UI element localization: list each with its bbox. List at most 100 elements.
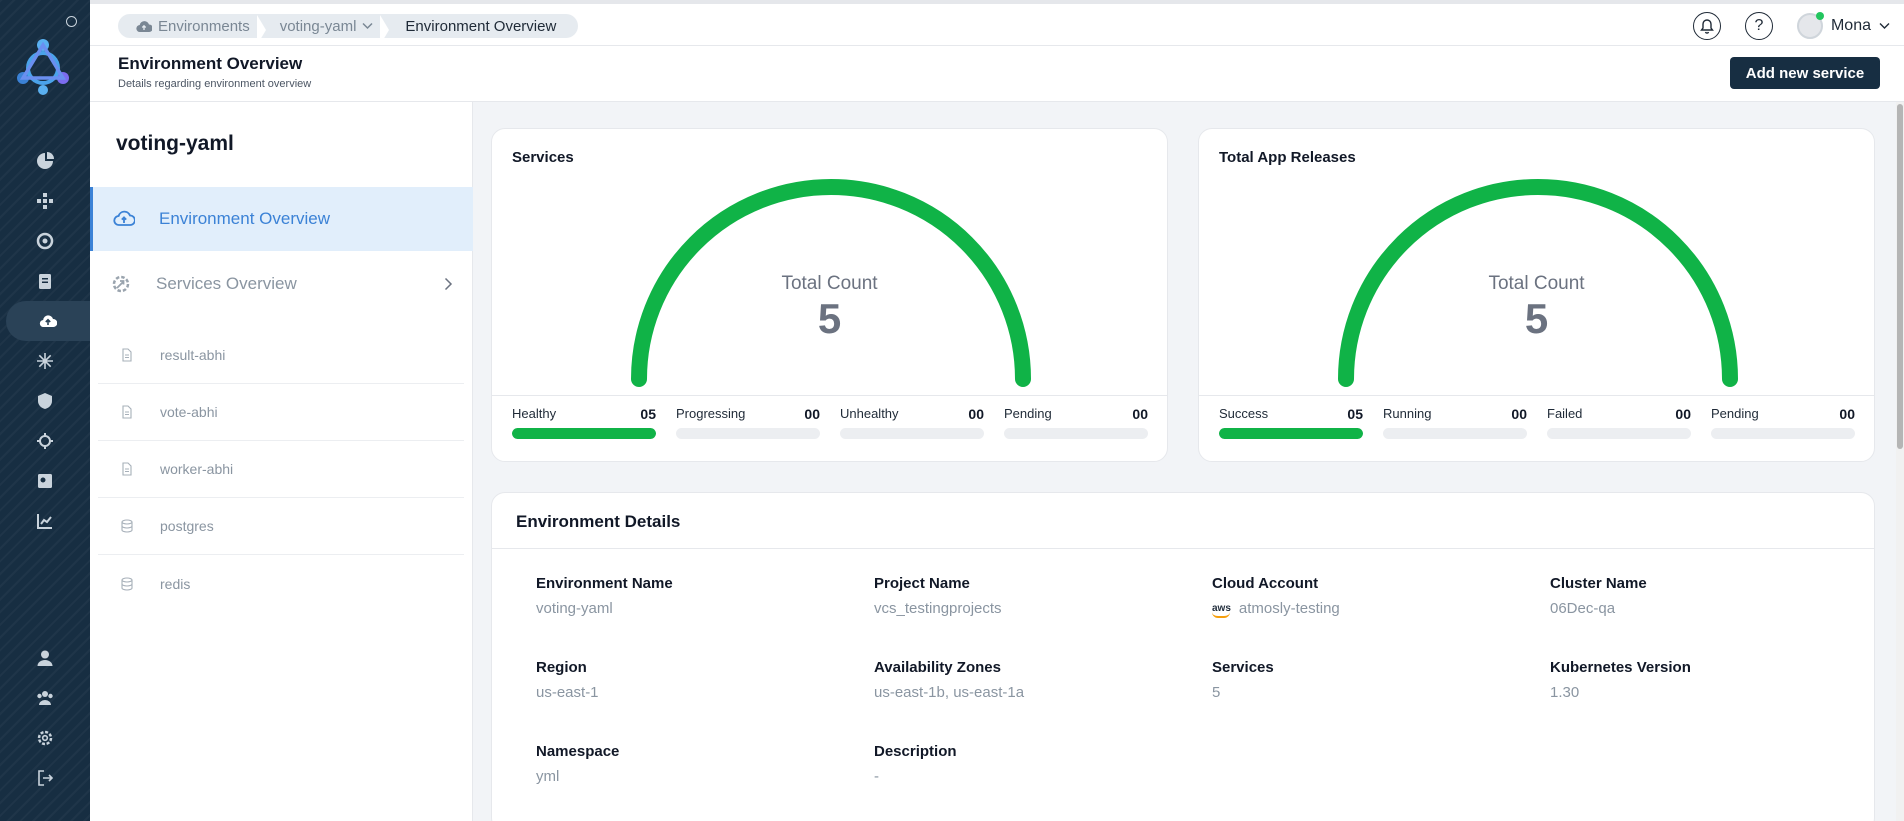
bell-icon (1700, 18, 1714, 34)
environments-cloud-icon[interactable] (6, 301, 90, 341)
page-title: Environment Overview (118, 54, 303, 73)
environment-sidebar: voting-yaml Environment Overview Service… (90, 102, 473, 821)
chevron-right-icon (444, 277, 453, 291)
page-scrollbar[interactable] (1896, 102, 1904, 821)
status-breakdown: Success 05 Running 00 Failed 00 Pending … (1199, 395, 1874, 461)
detail-key: Environment Name (536, 575, 673, 592)
stat-value: 00 (1675, 406, 1691, 422)
detail-value: us-east-1 (536, 684, 836, 701)
helm-chart-icon[interactable] (0, 421, 90, 461)
file-icon (122, 462, 132, 476)
detail-value: 06Dec-qa (1550, 600, 1850, 617)
progress-bar (1219, 428, 1363, 439)
cost-chart-icon[interactable] (0, 501, 90, 541)
detail-key: Project Name (874, 575, 970, 592)
aws-logo-icon: aws (1212, 602, 1231, 618)
logout-icon[interactable] (0, 758, 90, 798)
notifications-button[interactable] (1692, 12, 1721, 40)
list-item[interactable]: worker-abhi (98, 441, 464, 498)
network-icon[interactable] (0, 181, 90, 221)
settings-gear-icon[interactable] (0, 718, 90, 758)
detail-key: Kubernetes Version (1550, 659, 1691, 676)
help-button[interactable]: ? (1744, 12, 1773, 40)
progress-bar (1383, 428, 1527, 439)
stat-label: Running (1383, 406, 1432, 421)
detail-description: Description - (874, 743, 1174, 785)
page-subtitle: Details regarding environment overview (118, 78, 312, 90)
stat-value: 00 (804, 406, 820, 422)
progress-fill (512, 428, 656, 439)
nav-services-overview[interactable]: Services Overview (90, 252, 473, 316)
detail-value-text: - (874, 768, 879, 785)
detail-key: Description (874, 743, 957, 760)
user-profile-icon[interactable] (0, 638, 90, 678)
stat-value: 00 (1132, 406, 1148, 422)
detail-kubernetes-version: Kubernetes Version 1.30 (1550, 659, 1850, 701)
stat-value: 05 (1347, 406, 1363, 422)
stat-value: 00 (1839, 406, 1855, 422)
services-gear-icon (112, 275, 130, 293)
stat-label: Healthy (512, 406, 557, 421)
top-bar: Environments voting-yaml Environment Ove… (90, 0, 1904, 46)
detail-key: Cluster Name (1550, 575, 1647, 592)
detail-value: 5 (1212, 684, 1512, 701)
detail-environment-name: Environment Name voting-yaml (536, 575, 836, 617)
breadcrumb-environments[interactable]: Environments (126, 14, 266, 45)
stat-value: 05 (640, 406, 656, 422)
add-new-service-button[interactable]: Add new service (1730, 57, 1880, 89)
progress-bar (512, 428, 656, 439)
services-list: result-abhi vote-abhi worker-abhi postgr… (98, 327, 464, 612)
stat-label: Unhealthy (840, 406, 899, 421)
stat-label: Pending (1711, 406, 1759, 421)
gauge-total-value: 5 (1524, 295, 1549, 342)
detail-value: aws atmosly-testing (1212, 600, 1512, 618)
user-menu[interactable]: Mona (1796, 12, 1890, 39)
helm-wheel-icon[interactable] (0, 221, 90, 261)
scrollbar-thumb[interactable] (1897, 104, 1903, 449)
detail-value-text: 5 (1212, 684, 1221, 701)
stat-label: Pending (1004, 406, 1052, 421)
list-item[interactable]: result-abhi (98, 327, 464, 384)
detail-value: vcs_testingprojects (874, 600, 1174, 617)
service-name: redis (160, 575, 191, 592)
database-icon (121, 576, 133, 591)
detail-availability-zones: Availability Zones us-east-1b, us-east-1… (874, 659, 1174, 701)
team-icon[interactable] (0, 678, 90, 718)
services-card: Services Total Count 5 Healthy 05 Progre… (491, 128, 1168, 462)
nav-label: Environment Overview (159, 209, 331, 228)
list-item[interactable]: postgres (98, 498, 464, 555)
nav-environment-overview[interactable]: Environment Overview (90, 187, 473, 251)
card-header: Environment Details (492, 493, 1874, 549)
dashboard-icon[interactable] (0, 141, 90, 181)
breadcrumb-environment-select[interactable]: voting-yaml (260, 14, 390, 45)
app-releases-card: Total App Releases Total Count 5 Success… (1198, 128, 1875, 462)
service-name: worker-abhi (160, 461, 234, 477)
reports-icon[interactable] (0, 461, 90, 501)
detail-value-text: voting-yaml (536, 600, 613, 617)
detail-namespace: Namespace yml (536, 743, 836, 785)
detail-value: us-east-1b, us-east-1a (874, 684, 1174, 701)
list-item[interactable]: redis (98, 555, 464, 612)
detail-value: voting-yaml (536, 600, 836, 617)
gauge-total-value: 5 (817, 295, 842, 342)
environment-details-card: Environment Details Environment Name vot… (491, 492, 1875, 821)
security-shield-icon[interactable] (0, 381, 90, 421)
stat-label: Progressing (676, 406, 746, 421)
service-name: result-abhi (160, 347, 226, 363)
detail-key: Cloud Account (1212, 575, 1319, 592)
progress-bar (840, 428, 984, 439)
app-releases-gauge (1338, 179, 1738, 387)
app-logo-icon[interactable] (12, 34, 74, 96)
status-dot-icon[interactable] (66, 16, 77, 27)
detail-value: yml (536, 768, 836, 785)
list-item[interactable]: vote-abhi (98, 384, 464, 441)
detail-value-text: us-east-1 (536, 684, 599, 701)
progress-bar (676, 428, 820, 439)
page-header: Environment Overview Details regarding e… (90, 46, 1904, 102)
clipboard-icon[interactable] (0, 261, 90, 301)
integrations-icon[interactable] (0, 341, 90, 381)
detail-key: Services (1212, 659, 1274, 676)
progress-bar (1547, 428, 1691, 439)
file-icon (122, 405, 132, 419)
detail-cluster-name: Cluster Name 06Dec-qa (1550, 575, 1850, 617)
